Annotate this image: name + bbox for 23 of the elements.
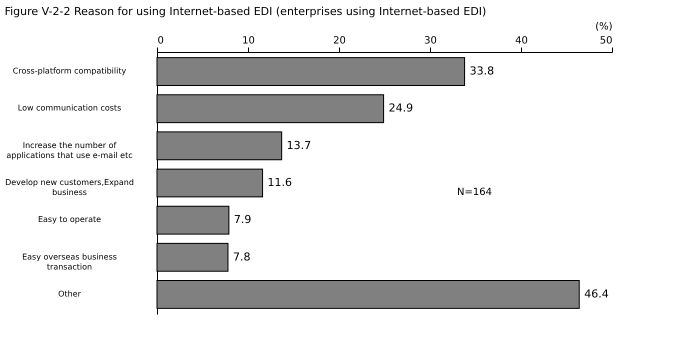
data-label: 33.8	[470, 64, 494, 78]
x-tick-label: 40	[515, 36, 528, 46]
y-tick-label: Increase the number of applications that use e-mail etc	[6, 140, 133, 160]
data-label: 7.8	[232, 250, 250, 264]
y-tick-label: Low communication costs	[18, 104, 122, 113]
x-axis-title: (%)	[595, 22, 613, 32]
x-tick-label: 30	[424, 36, 437, 46]
data-label: 13.7	[286, 138, 312, 152]
data-label: 7.9	[234, 213, 252, 226]
y-tick-label: Cross-platform compatibility	[12, 66, 126, 76]
chart-title: Figure V-2-2 Reason for using Internet-based EDI (enterprises using Internet-based EDI)	[4, 5, 486, 18]
y-tick-label: Develop new customers,Expand business	[5, 178, 134, 197]
x-tick-label: 0	[158, 36, 164, 46]
x-tick-label: 10	[242, 36, 255, 46]
x-tick-label: 50	[600, 36, 612, 46]
x-tick-label: 20	[333, 36, 346, 46]
y-tick-label: Easy to operate	[38, 215, 102, 224]
annotation: N=164	[457, 187, 492, 198]
y-tick-label: Easy overseas business transaction	[22, 252, 117, 272]
data-label: 11.6	[268, 176, 292, 189]
data-label: 24.9	[388, 102, 414, 115]
data-label: 46.4	[584, 287, 609, 300]
y-tick-label: Other	[58, 289, 82, 298]
